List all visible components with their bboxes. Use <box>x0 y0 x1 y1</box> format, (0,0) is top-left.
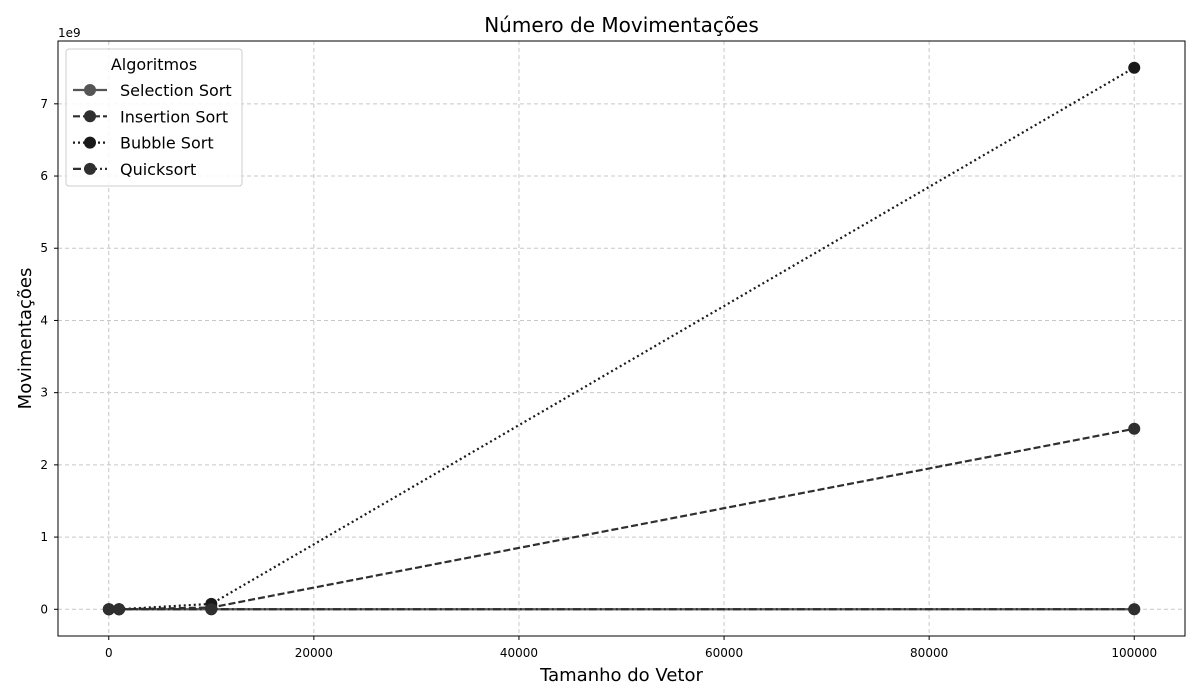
data-point <box>1128 603 1141 616</box>
y-tick-label: 0 <box>40 602 48 616</box>
legend-label: Bubble Sort <box>120 134 214 153</box>
series-quicksort <box>102 603 1141 616</box>
legend-box <box>65 48 243 187</box>
legend-marker <box>84 84 96 96</box>
legend-title: Algoritmos <box>111 55 197 74</box>
series-group <box>102 61 1141 616</box>
data-point <box>205 603 218 616</box>
series-insertion-sort <box>102 422 1141 616</box>
axis-ticks: 0 20000 40000 60000 80000 100000 0 1 2 3 4 5 6 7 <box>40 97 1157 660</box>
y-tick-label: 7 <box>40 97 48 111</box>
y-axis-scale-label: 1e9 <box>58 26 81 40</box>
legend-item: Bubble Sort <box>73 134 214 153</box>
legend: Algoritmos Selection Sort Insertion Sort B… <box>65 48 243 187</box>
series-line <box>108 427 1135 611</box>
y-tick-label: 4 <box>40 313 48 327</box>
x-tick-label: 80000 <box>910 646 948 660</box>
y-tick-label: 1 <box>40 530 48 544</box>
data-point <box>102 603 115 616</box>
y-axis-label: Movimentações <box>15 268 36 410</box>
legend-label: Selection Sort <box>120 81 232 100</box>
x-tick-label: 100000 <box>1111 646 1157 660</box>
y-tick-label: 6 <box>40 169 48 183</box>
x-tick-label: 20000 <box>295 646 333 660</box>
x-tick-label: 40000 <box>500 646 538 660</box>
legend-item: Quicksort <box>73 160 196 179</box>
legend-marker <box>84 136 96 149</box>
legend-item: Insertion Sort <box>73 107 228 126</box>
y-tick-label: 3 <box>40 386 48 400</box>
x-tick-label: 60000 <box>705 646 743 660</box>
chart-title: Número de Movimentações <box>484 13 759 37</box>
legend-item: Selection Sort <box>73 81 232 100</box>
legend-items: Selection Sort Insertion Sort Bubble Sort Q… <box>73 81 232 179</box>
x-tick-label: 0 <box>105 646 113 660</box>
x-axis-label: Tamanho do Vetor <box>539 665 703 686</box>
plot-area-frame <box>57 40 1186 637</box>
legend-label: Insertion Sort <box>120 107 228 126</box>
legend-marker <box>84 162 96 175</box>
legend-marker <box>84 110 96 123</box>
data-point <box>1128 61 1141 74</box>
data-point <box>113 603 126 616</box>
series-bubble-sort <box>102 61 1141 616</box>
data-point <box>1128 422 1141 435</box>
legend-label: Quicksort <box>120 160 196 179</box>
y-tick-label: 2 <box>40 458 48 472</box>
y-tick-label: 5 <box>40 241 48 255</box>
